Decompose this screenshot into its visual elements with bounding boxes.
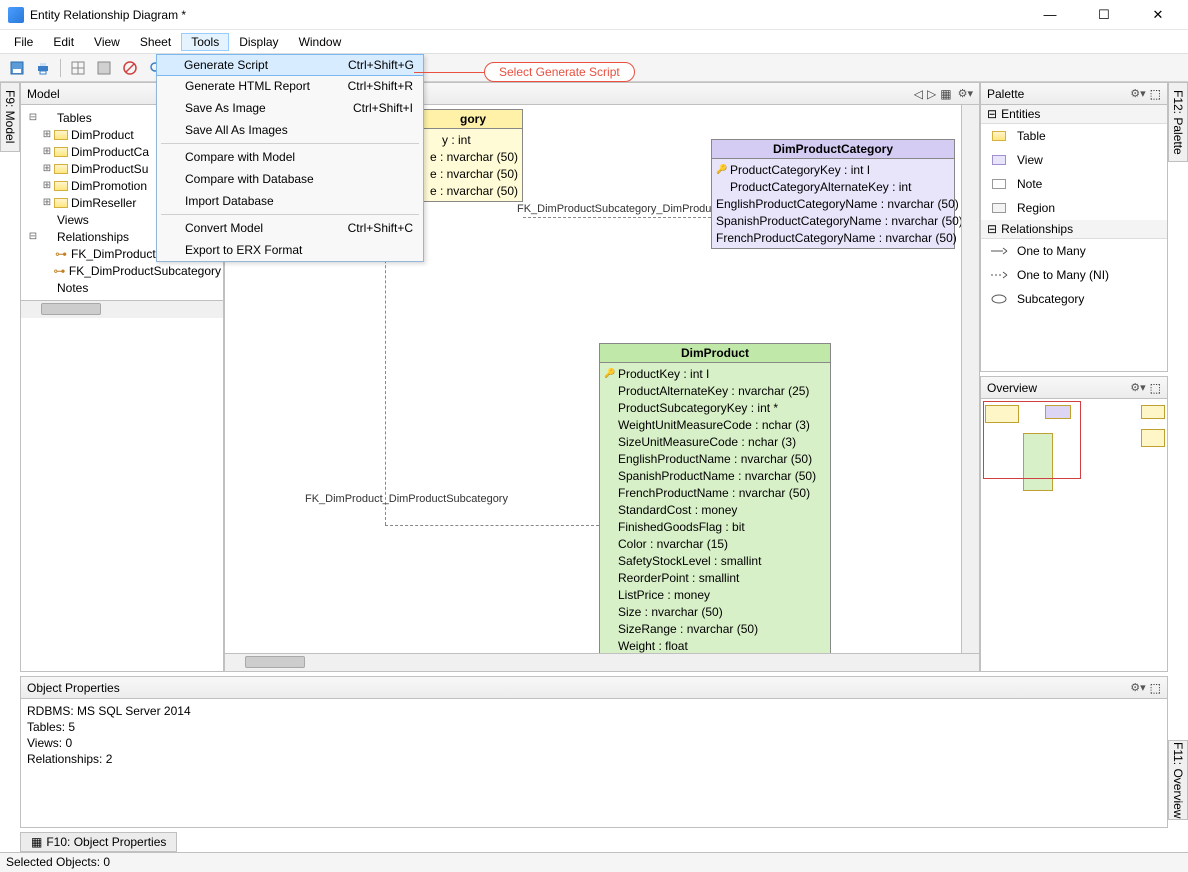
- nav-prev-icon[interactable]: ◁: [914, 87, 923, 101]
- palette-region[interactable]: Region: [981, 196, 1167, 220]
- print-icon[interactable]: [32, 57, 54, 79]
- palette-one-to-many[interactable]: One to Many: [981, 239, 1167, 263]
- palette-section-entities[interactable]: ⊟Entities: [981, 105, 1167, 124]
- menu-item-import-database[interactable]: Import Database: [157, 190, 423, 212]
- gear-icon[interactable]: ⚙▾: [1130, 87, 1145, 100]
- entity-gory[interactable]: goryy : inte : nvarchar (50)e : nvarchar…: [423, 109, 523, 202]
- menu-bar: FileEditViewSheetToolsDisplayWindow: [0, 30, 1188, 54]
- palette-table[interactable]: Table: [981, 124, 1167, 148]
- tree-notes[interactable]: Notes: [23, 279, 221, 296]
- minimize-button[interactable]: —: [1032, 3, 1068, 27]
- bottom-tabs: ▦ F10: Object Properties: [20, 832, 177, 852]
- menu-tools[interactable]: Tools: [181, 33, 229, 51]
- canvas-vscroll[interactable]: [961, 105, 979, 653]
- palette-subcategory[interactable]: Subcategory: [981, 287, 1167, 311]
- palette-section-relationships[interactable]: ⊟Relationships: [981, 220, 1167, 239]
- panel-pin-icon[interactable]: ⬚: [1150, 87, 1161, 101]
- properties-panel: Object Properties ⚙▾ ⬚ RDBMS: MS SQL Serv…: [20, 676, 1168, 828]
- menu-item-generate-script[interactable]: Generate ScriptCtrl+Shift+G: [156, 54, 424, 76]
- menu-item-compare-with-database[interactable]: Compare with Database: [157, 168, 423, 190]
- overview-header: Overview ⚙▾ ⬚: [981, 377, 1167, 399]
- relationship-line: [385, 525, 599, 526]
- properties-icon: ▦: [31, 835, 42, 849]
- palette-view[interactable]: View: [981, 148, 1167, 172]
- entity-dimproduct[interactable]: DimProduct🔑ProductKey : int IProductAlte…: [599, 343, 831, 653]
- menu-item-export-to-erx-format[interactable]: Export to ERX Format: [157, 239, 423, 261]
- grid-icon[interactable]: [67, 57, 89, 79]
- palette-title: Palette: [987, 87, 1024, 101]
- maximize-button[interactable]: ☐: [1086, 3, 1122, 27]
- bottom-tab-properties[interactable]: ▦ F10: Object Properties: [20, 832, 177, 852]
- gear-icon[interactable]: ⚙▾: [958, 87, 973, 100]
- window-title: Entity Relationship Diagram *: [30, 8, 1032, 22]
- menu-item-convert-model[interactable]: Convert ModelCtrl+Shift+C: [157, 217, 423, 239]
- palette-one-to-many-(ni)[interactable]: One to Many (NI): [981, 263, 1167, 287]
- app-icon: [8, 7, 24, 23]
- status-text: Selected Objects: 0: [6, 855, 110, 869]
- window-controls: — ☐ ✕: [1032, 3, 1180, 27]
- left-side-tab[interactable]: F9: Model: [0, 82, 20, 152]
- palette-header: Palette ⚙▾ ⬚: [981, 83, 1167, 105]
- panel-pin-icon[interactable]: ⬚: [1150, 681, 1161, 695]
- properties-body: RDBMS: MS SQL Server 2014Tables: 5Views:…: [21, 699, 1167, 771]
- model-hscroll[interactable]: [21, 300, 223, 318]
- properties-title: Object Properties: [27, 681, 120, 695]
- relationship-line: [385, 225, 386, 525]
- gear-icon[interactable]: ⚙▾: [1130, 381, 1145, 394]
- overview-title: Overview: [987, 381, 1037, 395]
- menu-item-save-as-image[interactable]: Save As ImageCtrl+Shift+I: [157, 97, 423, 119]
- properties-header: Object Properties ⚙▾ ⬚: [21, 677, 1167, 699]
- callout-annotation: Select Generate Script: [484, 62, 635, 82]
- menu-display[interactable]: Display: [229, 33, 288, 51]
- model-panel-title: Model: [27, 87, 60, 101]
- canvas-hscroll[interactable]: [225, 653, 979, 671]
- status-bar: Selected Objects: 0: [0, 852, 1188, 872]
- menu-item-compare-with-model[interactable]: Compare with Model: [157, 146, 423, 168]
- overview-panel: Overview ⚙▾ ⬚: [980, 376, 1168, 672]
- save-icon[interactable]: [6, 57, 28, 79]
- menu-sheet[interactable]: Sheet: [130, 33, 181, 51]
- tools-dropdown: Generate ScriptCtrl+Shift+GGenerate HTML…: [156, 54, 424, 262]
- palette-panel: Palette ⚙▾ ⬚ ⊟Entities TableViewNoteRegio…: [980, 82, 1168, 372]
- palette-note[interactable]: Note: [981, 172, 1167, 196]
- close-button[interactable]: ✕: [1140, 3, 1176, 27]
- menu-edit[interactable]: Edit: [43, 33, 84, 51]
- relationship-label: FK_DimProduct_DimProductSubcategory: [305, 493, 508, 505]
- overview-body[interactable]: [981, 399, 1167, 671]
- menu-item-generate-html-report[interactable]: Generate HTML ReportCtrl+Shift+R: [157, 75, 423, 97]
- title-bar: Entity Relationship Diagram * — ☐ ✕: [0, 0, 1188, 30]
- panel-pin-icon[interactable]: ⬚: [1150, 381, 1161, 395]
- callout-text: Select Generate Script: [484, 62, 635, 82]
- menu-view[interactable]: View: [84, 33, 130, 51]
- menu-file[interactable]: File: [4, 33, 43, 51]
- tree-rel[interactable]: ⊶FK_DimProductSubcategory: [23, 262, 221, 279]
- no-entry-icon[interactable]: [119, 57, 141, 79]
- menu-item-save-all-as-images[interactable]: Save All As Images: [157, 119, 423, 141]
- gear-icon[interactable]: ⚙▾: [1130, 681, 1145, 694]
- nav-next-icon[interactable]: ▷: [927, 87, 936, 101]
- right-side-tab-palette[interactable]: F12: Palette: [1168, 82, 1188, 162]
- nav-sheets-icon[interactable]: ▦: [940, 87, 951, 101]
- table-icon[interactable]: [93, 57, 115, 79]
- relationship-line: [523, 217, 711, 218]
- menu-window[interactable]: Window: [289, 33, 352, 51]
- entity-dimproductcategory[interactable]: DimProductCategory🔑ProductCategoryKey : …: [711, 139, 955, 249]
- right-side-tab-overview[interactable]: F11: Overview: [1168, 740, 1188, 820]
